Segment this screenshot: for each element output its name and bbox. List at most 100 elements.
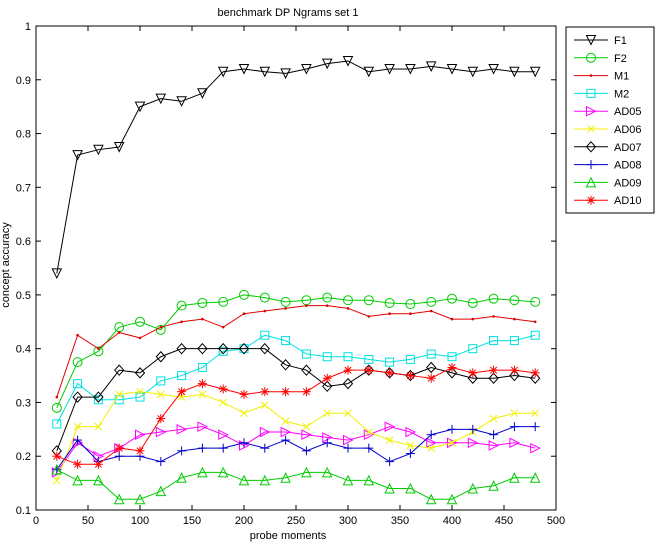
data-point [305,304,308,307]
data-point [301,64,312,75]
legend-label: AD05 [614,106,642,118]
series-f1 [51,55,541,279]
data-point [93,395,103,405]
data-point [238,64,250,75]
data-point [530,330,540,340]
y-tick-label: 0.9 [16,75,31,87]
data-point [155,485,167,497]
data-point [93,144,104,156]
data-point [280,359,291,371]
data-point [93,346,104,357]
data-point [530,372,541,384]
data-point [135,316,145,327]
data-point [218,384,228,394]
data-point [488,293,499,304]
data-point [364,365,374,375]
data-point [72,150,83,161]
legend-marker [586,160,596,170]
data-point [426,437,437,449]
data-point [156,390,165,399]
data-point [530,422,540,432]
data-point [72,391,83,403]
data-point [176,300,187,311]
data-point [176,342,187,355]
data-point [426,430,436,440]
data-point [134,493,146,505]
data-point [177,371,187,381]
data-point [385,368,395,378]
data-point [134,367,146,379]
data-point [76,333,79,337]
legend-label: F2 [614,53,627,65]
data-point [405,354,415,364]
data-point [384,482,395,494]
legend-marker [586,88,596,98]
data-point [468,368,478,378]
data-point [260,387,270,397]
data-point [405,371,415,381]
data-point [239,289,249,300]
series-line [56,469,536,500]
data-point [177,446,187,456]
data-point [135,429,146,441]
data-point [176,472,187,483]
series-ad07 [51,342,541,457]
data-point [405,449,415,459]
data-point [343,352,353,362]
data-point [197,443,207,453]
data-point [488,64,499,75]
data-point [467,437,479,449]
data-point [134,101,146,113]
data-point [301,466,312,478]
data-point [117,331,121,334]
data-point [405,369,416,382]
x-tick-label: 500 [547,515,565,527]
data-point [201,317,204,321]
data-point [447,293,457,304]
plot-area: 0 50 100 150 200 250 300 350 400 450 500 0.1 0.2 0.3 0… [16,21,565,527]
data-point [281,417,290,426]
data-point [260,330,270,340]
data-point [73,422,82,431]
x-tick-label: 150 [183,515,201,527]
data-point [488,440,500,451]
data-point [197,88,208,99]
data-point [446,367,458,379]
data-point [467,372,478,384]
legend-entry: AD07 [574,141,642,154]
y-axis-label: concept accuracy [0,222,12,308]
series-line [56,305,536,398]
data-point [384,421,396,432]
data-point [217,466,229,478]
data-point [97,347,100,350]
data-point [301,364,312,376]
legend-label: M1 [614,71,629,83]
data-point [197,362,207,372]
data-point [113,142,125,153]
data-point [343,295,353,306]
data-point [280,426,292,438]
data-point [409,312,412,316]
y-tick-label: 1 [25,21,31,33]
data-point [155,350,166,363]
y-tick-label: 0.1 [16,505,31,517]
data-point [281,336,291,346]
data-point [509,295,520,306]
data-point [73,435,83,445]
data-point [218,296,229,307]
data-point [281,435,291,445]
data-point [343,443,353,453]
data-point [114,364,125,376]
data-point [322,438,332,448]
data-point [323,409,332,418]
legend-marker [585,141,597,153]
data-point [51,402,62,413]
data-point [509,365,519,375]
legend-label: AD06 [614,124,642,136]
data-point [530,442,541,454]
series-f2 [51,289,541,413]
data-point [467,66,479,78]
data-point [217,66,229,78]
